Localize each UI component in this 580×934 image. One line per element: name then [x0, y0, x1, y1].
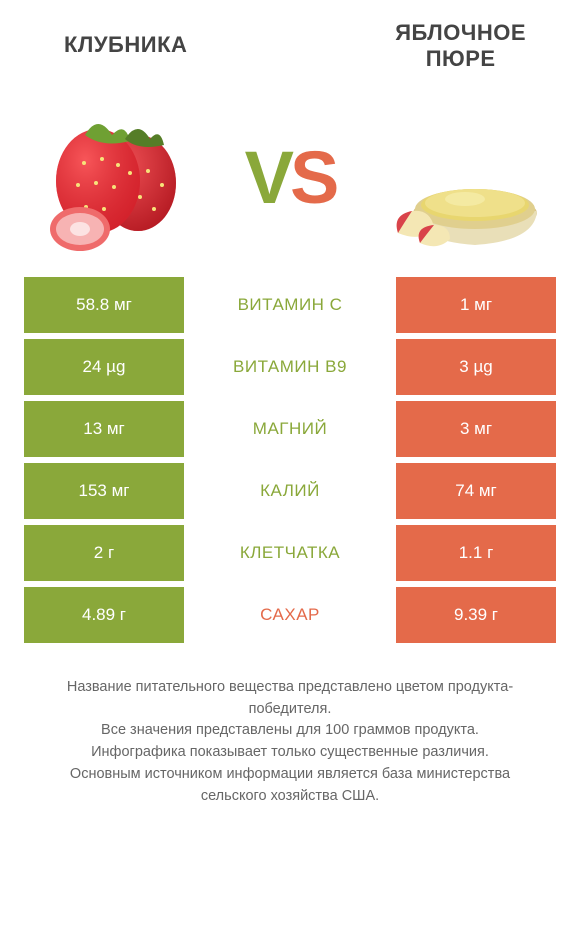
vs-letter-s: S [290, 135, 335, 220]
left-value-cell: 58.8 мг [24, 277, 184, 333]
left-product-title: Клубника [64, 32, 187, 58]
right-value-cell: 74 мг [396, 463, 556, 519]
right-value-cell: 1.1 г [396, 525, 556, 581]
nutrient-name-cell: Калий [184, 463, 396, 519]
left-value-cell: 4.89 г [24, 587, 184, 643]
right-value-cell: 3 µg [396, 339, 556, 395]
left-value-cell: 13 мг [24, 401, 184, 457]
table-row: 153 мгКалий74 мг [24, 463, 556, 519]
right-title-line2: пюре [395, 46, 526, 72]
strawberry-image [30, 93, 200, 263]
table-row: 58.8 мгВитамин C1 мг [24, 277, 556, 333]
left-value-cell: 153 мг [24, 463, 184, 519]
vs-badge: V S [245, 135, 336, 220]
right-title-line1: Яблочное [395, 20, 526, 45]
titles-row: Клубника Яблочное пюре [24, 20, 556, 83]
nutrient-name-cell: Витамин B9 [184, 339, 396, 395]
right-value-cell: 1 мг [396, 277, 556, 333]
vs-letter-v: V [245, 135, 290, 220]
footer-line-4: Основным источником информации является … [44, 764, 536, 808]
nutrient-name-cell: Клетчатка [184, 525, 396, 581]
left-value-cell: 2 г [24, 525, 184, 581]
table-row: 13 мгМагний3 мг [24, 401, 556, 457]
nutrient-name-cell: Витамин C [184, 277, 396, 333]
nutrition-table: 58.8 мгВитамин C1 мг 24 µgВитамин B93 µg 1… [24, 277, 556, 643]
table-row: 24 µgВитамин B93 µg [24, 339, 556, 395]
comparison-infographic: Клубника Яблочное пюре [0, 0, 580, 934]
footer-line-3: Инфографика показывает только существенн… [44, 742, 536, 764]
nutrient-name-cell: Сахар [184, 587, 396, 643]
footer-line-1: Название питательного вещества представл… [44, 677, 536, 721]
right-value-cell: 9.39 г [396, 587, 556, 643]
left-value-cell: 24 µg [24, 339, 184, 395]
footer-line-2: Все значения представлены для 100 граммо… [44, 720, 536, 742]
right-value-cell: 3 мг [396, 401, 556, 457]
table-row: 2 гКлетчатка1.1 г [24, 525, 556, 581]
image-row: V S [24, 83, 556, 273]
footer-notes: Название питательного вещества представл… [24, 677, 556, 808]
table-row: 4.89 гСахар9.39 г [24, 587, 556, 643]
nutrient-name-cell: Магний [184, 401, 396, 457]
right-product-title: Яблочное пюре [395, 20, 526, 73]
applesauce-image [380, 93, 550, 263]
